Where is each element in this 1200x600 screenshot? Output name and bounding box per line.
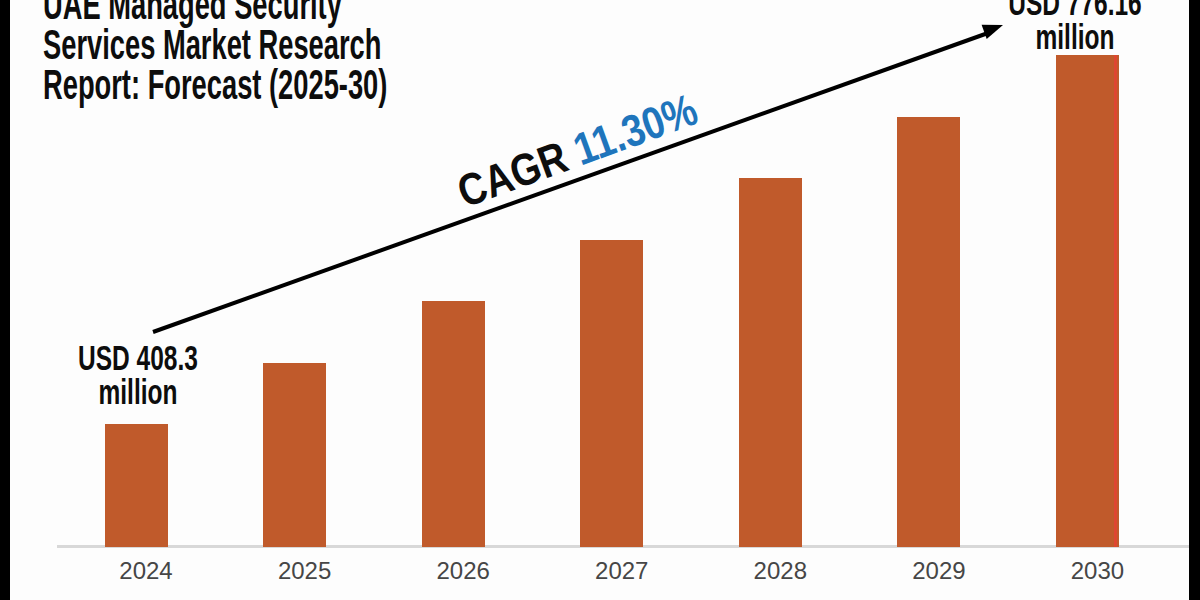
chart-canvas: UAE Managed Security Services Market Res… xyxy=(0,0,1200,600)
right-black-edge xyxy=(1189,0,1200,600)
left-black-edge xyxy=(0,0,10,600)
trend-arrow xyxy=(0,0,1200,600)
